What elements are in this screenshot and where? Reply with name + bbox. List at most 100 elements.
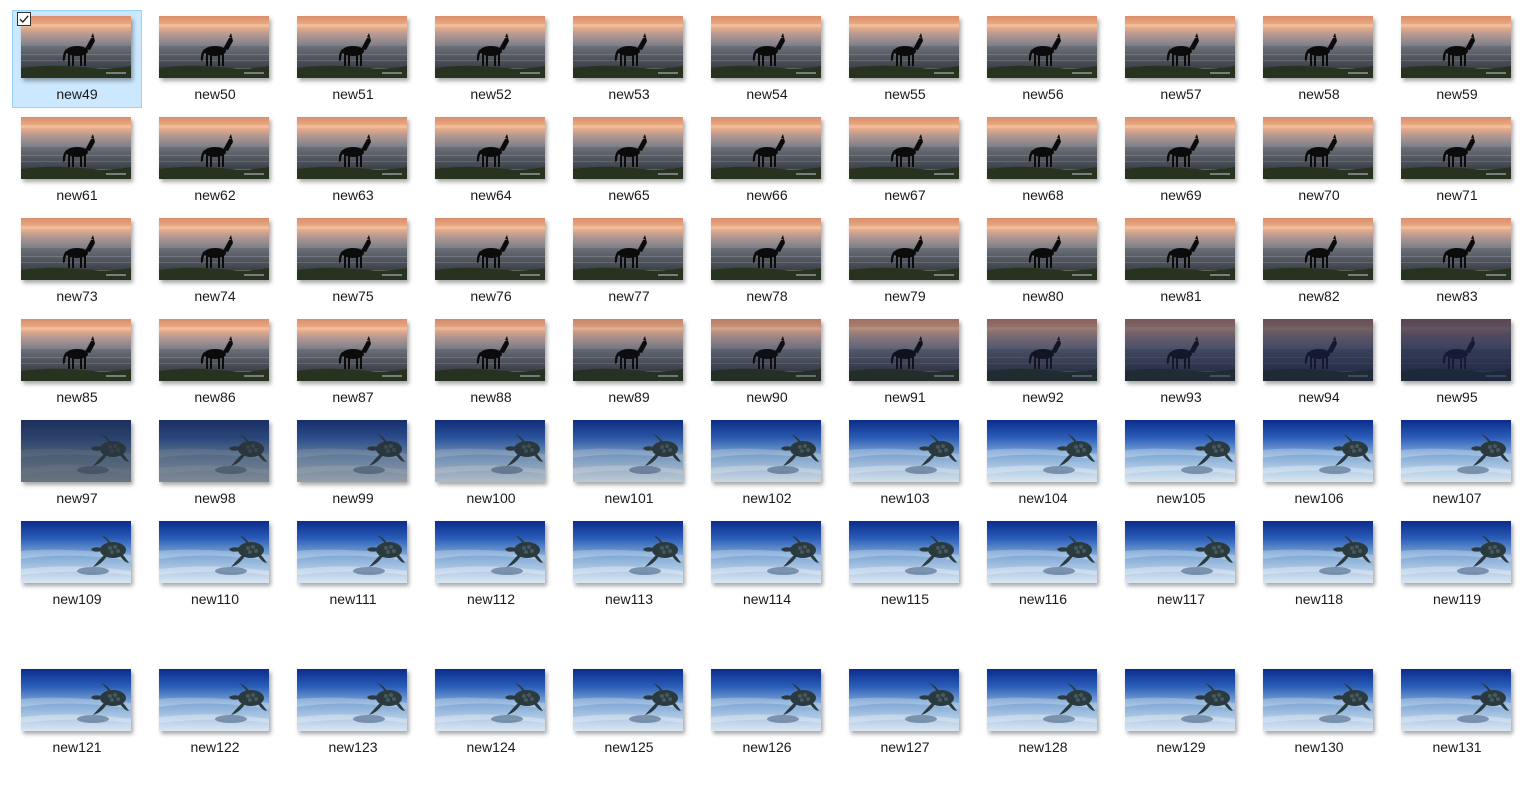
file-item[interactable]: new66 [702,111,832,209]
file-item[interactable]: new118 [1254,515,1384,613]
file-item[interactable]: new65 [564,111,694,209]
file-item[interactable]: new93 [1116,313,1246,411]
file-item[interactable]: new127 [840,663,970,761]
file-name-label: new102 [742,490,792,506]
file-item[interactable]: new115 [840,515,970,613]
file-item[interactable]: new104 [978,414,1108,512]
file-item[interactable]: new129 [1116,663,1246,761]
image-thumbnail-icon [573,420,683,482]
file-item[interactable]: new79 [840,212,970,310]
file-item[interactable]: new69 [1116,111,1246,209]
file-item[interactable]: new119 [1392,515,1520,613]
file-name-label: new92 [1022,389,1064,405]
file-item[interactable]: new55 [840,10,970,108]
file-item[interactable]: new101 [564,414,694,512]
image-thumbnail-icon [21,521,131,583]
file-item[interactable]: new128 [978,663,1108,761]
image-thumbnail-icon [159,218,269,280]
file-name-label: new77 [608,288,650,304]
file-item[interactable]: new102 [702,414,832,512]
file-item[interactable]: new114 [702,515,832,613]
file-item[interactable]: new51 [288,10,418,108]
file-item[interactable]: new131 [1392,663,1520,761]
file-item[interactable]: new78 [702,212,832,310]
file-item[interactable]: new97 [12,414,142,512]
file-item[interactable]: new110 [150,515,280,613]
file-item[interactable]: new76 [426,212,556,310]
file-item[interactable]: new124 [426,663,556,761]
file-item[interactable]: new117 [1116,515,1246,613]
image-thumbnail-icon [987,521,1097,583]
file-item[interactable]: new58 [1254,10,1384,108]
file-item[interactable]: new63 [288,111,418,209]
file-item[interactable]: new82 [1254,212,1384,310]
file-item[interactable]: new130 [1254,663,1384,761]
file-item[interactable]: new85 [12,313,142,411]
file-item[interactable]: new126 [702,663,832,761]
file-item[interactable]: new87 [288,313,418,411]
file-item[interactable]: new70 [1254,111,1384,209]
file-item[interactable]: new53 [564,10,694,108]
file-item[interactable]: new99 [288,414,418,512]
file-item[interactable]: new122 [150,663,280,761]
file-item[interactable]: new74 [150,212,280,310]
file-item[interactable]: new49 [12,10,142,108]
file-item[interactable]: new50 [150,10,280,108]
file-item[interactable]: new111 [288,515,418,613]
file-item[interactable]: new80 [978,212,1108,310]
file-item[interactable]: new95 [1392,313,1520,411]
file-name-label: new75 [332,288,374,304]
file-item[interactable]: new57 [1116,10,1246,108]
image-thumbnail-icon [297,117,407,179]
image-thumbnail-icon [987,669,1097,731]
file-item[interactable]: new62 [150,111,280,209]
image-thumbnail-icon [1401,16,1511,78]
file-item[interactable]: new125 [564,663,694,761]
file-item[interactable]: new67 [840,111,970,209]
file-item[interactable]: new98 [150,414,280,512]
file-name-label: new62 [194,187,236,203]
file-name-label: new105 [1156,490,1206,506]
file-item[interactable]: new64 [426,111,556,209]
file-item[interactable]: new91 [840,313,970,411]
file-item[interactable]: new54 [702,10,832,108]
file-name-label: new104 [1018,490,1068,506]
file-item[interactable]: new77 [564,212,694,310]
file-item[interactable]: new68 [978,111,1108,209]
file-item[interactable]: new109 [12,515,142,613]
file-item[interactable]: new61 [12,111,142,209]
file-item[interactable]: new81 [1116,212,1246,310]
image-thumbnail-icon [1401,218,1511,280]
file-item[interactable]: new105 [1116,414,1246,512]
file-item[interactable]: new113 [564,515,694,613]
file-item[interactable]: new121 [12,663,142,761]
file-item[interactable]: new116 [978,515,1108,613]
file-item[interactable]: new56 [978,10,1108,108]
file-item[interactable]: new107 [1392,414,1520,512]
file-name-label: new65 [608,187,650,203]
file-item[interactable]: new106 [1254,414,1384,512]
file-item[interactable]: new100 [426,414,556,512]
file-item[interactable]: new71 [1392,111,1520,209]
image-thumbnail-icon [711,420,821,482]
file-item[interactable]: new94 [1254,313,1384,411]
file-item[interactable]: new73 [12,212,142,310]
file-item[interactable]: new88 [426,313,556,411]
file-item[interactable]: new83 [1392,212,1520,310]
file-item[interactable]: new75 [288,212,418,310]
file-item[interactable]: new92 [978,313,1108,411]
file-item[interactable]: new103 [840,414,970,512]
file-item[interactable]: new89 [564,313,694,411]
file-item[interactable]: new90 [702,313,832,411]
file-item[interactable]: new59 [1392,10,1520,108]
file-name-label: new52 [470,86,512,102]
file-item[interactable]: new112 [426,515,556,613]
file-item[interactable]: new52 [426,10,556,108]
image-thumbnail-icon [159,420,269,482]
file-item[interactable]: new86 [150,313,280,411]
file-name-label: new115 [880,591,929,607]
file-name-label: new131 [1432,739,1482,755]
file-item[interactable]: new123 [288,663,418,761]
checkbox-checked-icon[interactable] [17,12,31,26]
